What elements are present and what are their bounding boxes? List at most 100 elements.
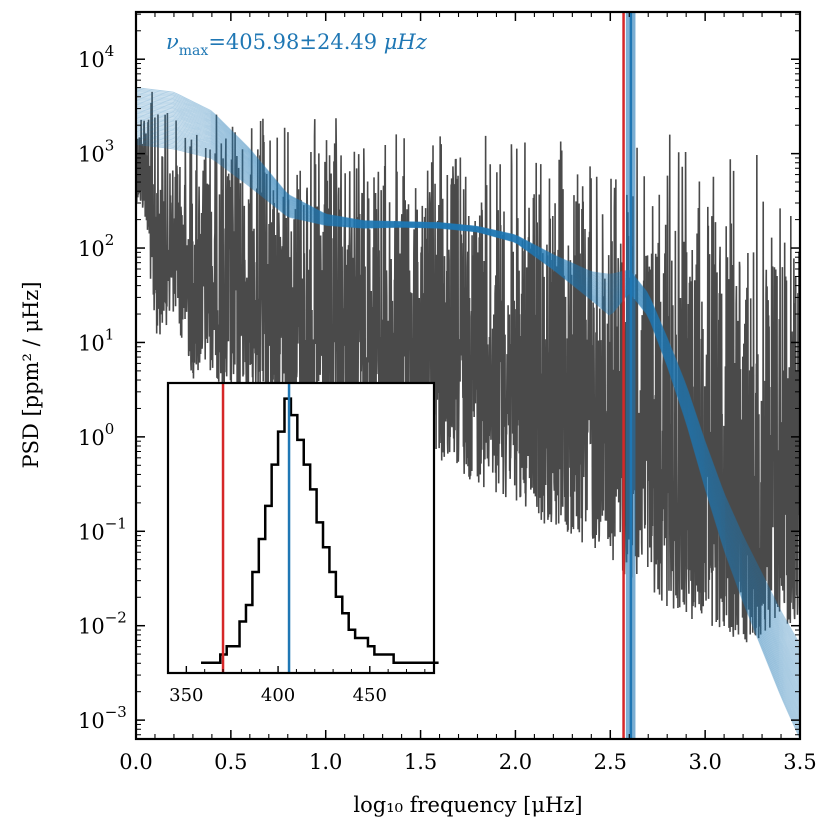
y-axis-label: PSD [ppm² / μHz]	[19, 281, 43, 468]
y-tick-label: 102	[78, 231, 114, 261]
y-tick-label: 103	[78, 137, 114, 167]
fit-curve	[136, 114, 800, 690]
fit-curve	[136, 129, 800, 716]
fit-curve	[136, 102, 800, 671]
y-tick-label: 10−2	[78, 609, 127, 639]
y-tick-label: 100	[78, 420, 114, 450]
fit-curve	[136, 105, 800, 675]
numax-unit: μHz	[384, 30, 428, 54]
fit-curve	[136, 116, 800, 695]
fit-curve	[136, 110, 800, 684]
fit-curve	[136, 94, 800, 658]
y-tick-exponent: 2	[105, 231, 115, 249]
main-axes-frame	[134, 10, 802, 741]
y-tick-exponent: 0	[105, 420, 115, 438]
y-tick-base: 10	[78, 709, 105, 733]
fit-curve	[136, 137, 800, 729]
numax-value: =405.98±24.49	[208, 30, 383, 54]
fit-curve	[136, 101, 800, 669]
x-tick-label: 2.5	[594, 750, 627, 774]
y-tick-base: 10	[78, 331, 105, 355]
inset-histogram: 350 400 450	[166, 381, 439, 706]
numax-subscript: max	[179, 43, 209, 59]
psd-series	[136, 91, 800, 643]
x-tick-label: 0.5	[214, 750, 247, 774]
fit-curve	[136, 119, 800, 699]
fit-curve	[136, 106, 800, 678]
y-tick-label: 10−1	[78, 514, 127, 544]
y-tick-exponent: −2	[105, 609, 127, 627]
y-tick-exponent: 4	[105, 42, 115, 60]
inset-background	[168, 383, 434, 673]
fit-curve	[136, 126, 800, 712]
histogram-steps	[201, 397, 439, 664]
inset-tick-label: 400	[261, 685, 295, 706]
y-tick-exponent: −1	[105, 514, 127, 532]
fit-curve	[136, 121, 800, 703]
fit-curve	[136, 89, 800, 650]
fit-curve	[136, 115, 800, 693]
fit-curve	[136, 98, 800, 665]
y-tick-base: 10	[78, 143, 105, 167]
y-tick-base: 10	[78, 237, 105, 261]
x-tick-label: 2.0	[499, 750, 532, 774]
fit-curve	[136, 117, 800, 697]
fit-curve	[136, 93, 800, 656]
x-tick-label: 3.0	[688, 750, 721, 774]
inset-axes-frame	[166, 381, 436, 675]
numax-symbol: ν	[166, 30, 179, 54]
inset-tick-label: 450	[353, 685, 387, 706]
fit-curve	[136, 99, 800, 667]
fit-curve	[136, 108, 800, 682]
main-plot-area	[136, 12, 800, 739]
fit-curve	[136, 143, 800, 739]
fit-curve	[136, 133, 800, 723]
fit-curve	[136, 132, 800, 720]
x-tick-label: 1.5	[404, 750, 437, 774]
fit-curve	[136, 107, 800, 680]
y-tick-label: 101	[78, 325, 114, 355]
fit-curve	[136, 128, 800, 714]
x-tick-label: 0.0	[119, 750, 152, 774]
fit-curve	[136, 96, 800, 660]
fit-curve	[136, 139, 800, 733]
x-tick-label: 1.0	[309, 750, 342, 774]
y-tick-exponent: −3	[105, 703, 127, 721]
fit-curve	[136, 87, 800, 645]
x-axis-ticks: 0.0 0.5 1.0 1.5 2.0 2.5 3.0 3.5	[119, 12, 817, 774]
fit-curve	[136, 112, 800, 688]
x-tick-label: 3.5	[783, 750, 816, 774]
inset-x-axis-ticks: 350 400 450	[169, 666, 426, 706]
x-axis-label: log₁₀ frequency [μHz]	[353, 793, 582, 817]
y-tick-base: 10	[78, 426, 105, 450]
fit-curve	[136, 123, 800, 705]
fit-curve	[136, 88, 800, 647]
fit-curve	[136, 125, 800, 710]
y-tick-exponent: 1	[105, 325, 115, 343]
fit-curve	[136, 124, 800, 708]
y-tick-base: 10	[78, 48, 105, 72]
fit-curve	[136, 90, 800, 652]
fit-curve	[136, 111, 800, 686]
fit-curve	[136, 130, 800, 718]
y-tick-label: 10−3	[78, 703, 127, 733]
fit-curve	[136, 135, 800, 727]
fit-curve	[136, 142, 800, 738]
y-tick-exponent: 3	[105, 137, 115, 155]
inset-tick-label: 350	[169, 685, 203, 706]
y-tick-base: 10	[78, 520, 105, 544]
y-tick-label: 104	[78, 42, 114, 72]
numax-annotation: νmax=405.98±24.49 μHz	[166, 30, 428, 59]
inset-histogram-bars	[201, 383, 439, 673]
fit-curve	[136, 138, 800, 731]
y-tick-base: 10	[78, 615, 105, 639]
frequency-markers	[622, 12, 636, 739]
fit-curve	[136, 120, 800, 701]
fit-curve	[136, 92, 800, 654]
fit-curve	[136, 134, 800, 725]
fit-model-series	[136, 87, 800, 739]
psd-line	[136, 91, 800, 643]
fit-curve	[136, 97, 800, 662]
